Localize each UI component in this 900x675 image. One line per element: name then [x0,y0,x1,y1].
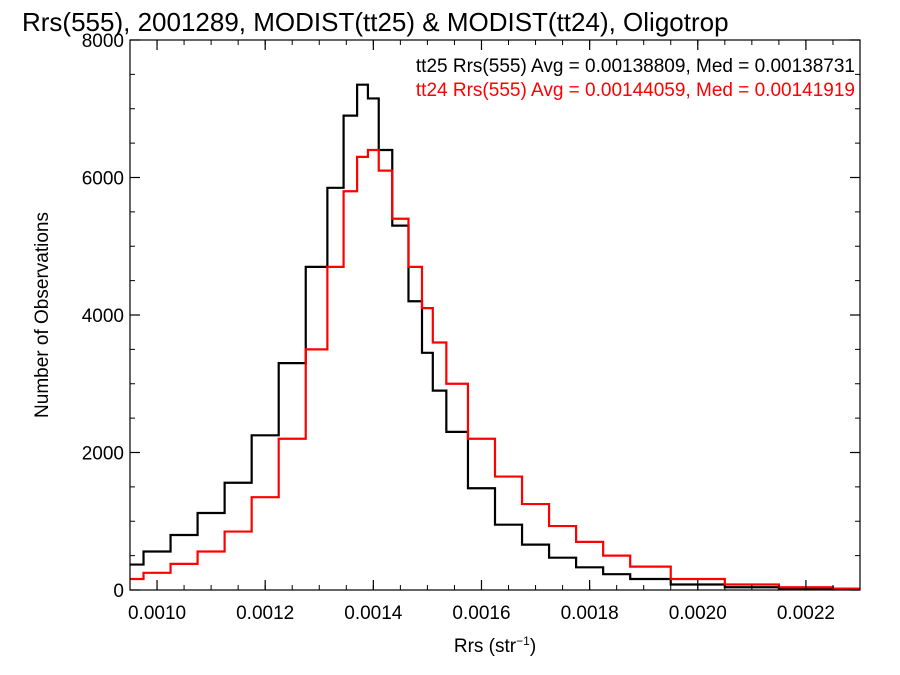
data-point [561,525,564,527]
data-point [156,572,158,574]
data-point [751,583,753,586]
data-point [453,431,456,433]
x-tick-label: 0.0012 [236,603,294,624]
y-tick-label: 2000 [82,444,124,465]
ticks-layer: 0.0010 0.0012 0.0014 0.0016 0.0018 0.0020 0.00… [82,31,861,624]
data-point [334,266,337,268]
data-point [383,170,385,172]
data-point [616,573,618,575]
x-tick-label: 0.0014 [344,603,403,624]
data-point [291,362,293,364]
data-point [318,348,320,350]
legend-entry-tt25: tt25 Rrs(555) Avg = 0.00138809, Med = 0.… [416,56,855,77]
data-point [534,544,537,546]
series-line-0 [130,83,860,591]
data-point [351,190,353,192]
data-point [361,156,364,158]
data-point [361,84,364,86]
data-point [237,530,239,533]
data-point [183,563,185,565]
x-axis-label: Rrs (str−1) [454,634,536,657]
data-point [210,512,212,514]
data-point [291,438,293,440]
y-tick-label: 8000 [82,31,124,52]
y-axis-label: Number of Observations [32,212,53,418]
data-point [426,352,429,354]
data-point [561,557,564,559]
data-point [318,266,320,268]
data-point [697,578,699,580]
plot-frame [129,39,861,591]
y-tick-label: 4000 [82,306,124,327]
data-point [589,566,591,568]
x-axis-label-main: Rrs (str [454,636,517,657]
chart-title: Rrs(555), 2001289, MODIST(tt25) & MODIST… [22,7,729,37]
data-point [507,475,510,478]
data-point [426,307,429,309]
data-point [589,541,591,543]
data-point [334,187,337,189]
data-point [507,524,510,526]
x-tick-label: 0.0020 [669,603,727,624]
data-point [372,149,374,151]
data-point [453,383,456,385]
data-point [480,438,483,440]
x-tick-label: 0.0022 [777,603,835,624]
x-axis-label-sup: −1 [516,634,530,648]
data-point [399,218,401,220]
y-tick-label: 6000 [82,169,124,190]
data-point [534,503,537,505]
x-axis-label-close: ) [530,636,536,657]
data-point [372,97,374,100]
data-point [351,115,353,117]
y-tick-label: 0 [113,581,124,602]
data-point [264,496,266,498]
data-point [643,566,645,568]
x-tick-label: 0.0018 [561,603,619,624]
data-point [616,555,618,557]
data-point [237,482,239,484]
data-point [643,578,645,580]
data-point [415,300,418,302]
data-point [437,390,439,392]
x-tick-label: 0.0016 [452,603,510,624]
data-point [437,341,439,344]
x-tick-label: 0.0010 [128,603,186,624]
legend-entry-tt24: tt24 Rrs(555) Avg = 0.00144059, Med = 0.… [416,80,855,101]
data-point [399,225,401,227]
data-point [210,550,212,553]
data-point [264,434,266,436]
data-point [415,266,418,268]
data-point [383,149,385,151]
data-point [480,487,483,489]
data-point [183,534,185,536]
series-layer [129,83,861,591]
data-point [156,550,158,553]
